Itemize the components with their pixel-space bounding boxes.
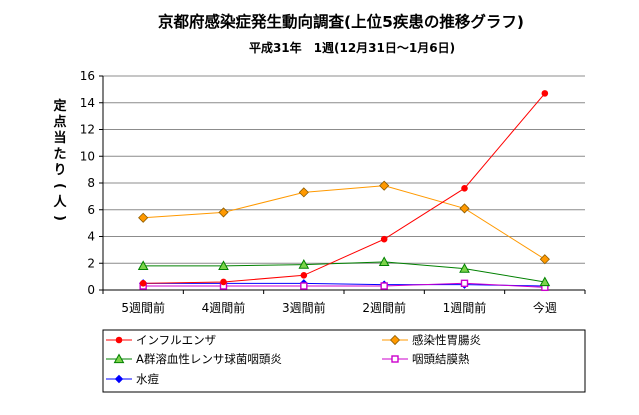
data-point bbox=[391, 355, 399, 363]
data-point bbox=[378, 256, 390, 267]
series-line bbox=[143, 261, 545, 283]
x-tick-label: 4週間前 bbox=[202, 300, 246, 315]
legend-label: A群溶血性レンサ球菌咽頭炎 bbox=[136, 352, 282, 366]
data-point bbox=[541, 90, 549, 97]
data-point bbox=[539, 276, 551, 287]
chart-subtitle: 平成31年 1週(12月31日～1月6日) bbox=[249, 40, 455, 55]
y-tick-label: 2 bbox=[87, 256, 95, 270]
y-tick-label: 0 bbox=[87, 283, 95, 297]
y-axis-label-char: 点 bbox=[53, 114, 66, 130]
series-line bbox=[143, 93, 546, 284]
series-line bbox=[143, 185, 546, 260]
x-tick-label: 3週間前 bbox=[282, 300, 326, 315]
y-axis-label-char: ) bbox=[52, 215, 67, 221]
data-point bbox=[298, 259, 310, 269]
y-axis-label-char: 当 bbox=[53, 130, 66, 146]
series-line bbox=[143, 282, 545, 288]
series-line bbox=[143, 282, 545, 287]
plot-area: 0 2 4 6 8 10 12 14 16 5週間前 4週間前 3週間前 2週間前 1週間前 今週 bbox=[80, 69, 586, 315]
data-point bbox=[460, 279, 469, 288]
data-point bbox=[380, 235, 388, 243]
data-point bbox=[115, 336, 123, 344]
data-point bbox=[459, 203, 470, 214]
data-point bbox=[138, 212, 149, 223]
y-axis-label-char: り bbox=[53, 163, 66, 178]
y-axis-label-char: 人 bbox=[53, 194, 67, 210]
x-tick-label: 5週間前 bbox=[121, 300, 165, 315]
y-axis-label-char: 定 bbox=[52, 98, 66, 114]
data-point bbox=[114, 374, 124, 384]
chart-title: 京都府感染症発生動向調査(上位5疾患の推移グラフ) bbox=[158, 12, 524, 31]
legend-frame bbox=[102, 329, 586, 393]
data-point bbox=[379, 180, 390, 191]
legend-label: 咽頭結膜熱 bbox=[412, 352, 470, 366]
legend-label: 感染性胃腸炎 bbox=[412, 333, 481, 347]
data-point bbox=[539, 254, 550, 265]
data-point bbox=[389, 334, 401, 346]
data-point bbox=[459, 263, 470, 273]
data-point bbox=[218, 260, 229, 271]
data-point bbox=[139, 280, 147, 287]
y-tick-label: 14 bbox=[80, 96, 95, 110]
x-tick-label: 今週 bbox=[533, 300, 557, 315]
data-point bbox=[461, 185, 468, 192]
legend-label: インフルエンザ bbox=[136, 333, 216, 347]
data-point bbox=[380, 282, 388, 290]
y-tick-label: 4 bbox=[87, 230, 95, 244]
x-tick-label: 1週間前 bbox=[443, 300, 487, 315]
y-axis-label-char: ( bbox=[52, 183, 67, 189]
data-point bbox=[298, 187, 309, 198]
data-point bbox=[113, 353, 125, 364]
data-point bbox=[218, 207, 229, 218]
y-axis-label-char: た bbox=[53, 147, 66, 162]
y-tick-label: 16 bbox=[80, 69, 95, 83]
y-tick-label: 10 bbox=[80, 149, 95, 163]
x-tick-label: 2週間前 bbox=[362, 300, 406, 315]
data-point bbox=[220, 278, 227, 286]
y-tick-label: 6 bbox=[87, 203, 95, 217]
data-point bbox=[300, 282, 308, 290]
data-point bbox=[137, 260, 149, 271]
data-point bbox=[300, 271, 308, 279]
y-tick-label: 8 bbox=[87, 176, 95, 190]
y-tick-label: 12 bbox=[80, 123, 95, 137]
legend-label: 水痘 bbox=[136, 372, 159, 386]
